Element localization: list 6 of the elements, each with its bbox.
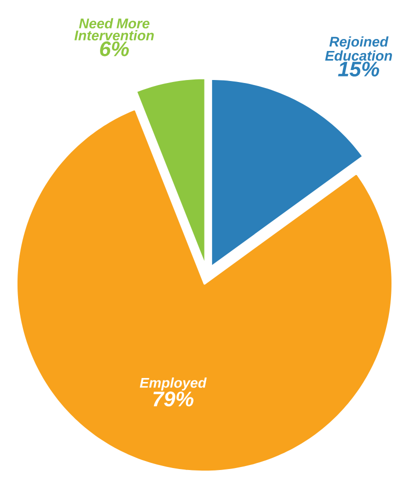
data-label: 79% xyxy=(153,392,194,406)
slice-label: Rejoined Education xyxy=(325,36,392,61)
slice-label: Need More Intervention xyxy=(74,18,154,40)
slice-label: Employed xyxy=(140,377,207,391)
data-label: 15% xyxy=(338,62,380,76)
data-label: 6% xyxy=(100,41,129,56)
